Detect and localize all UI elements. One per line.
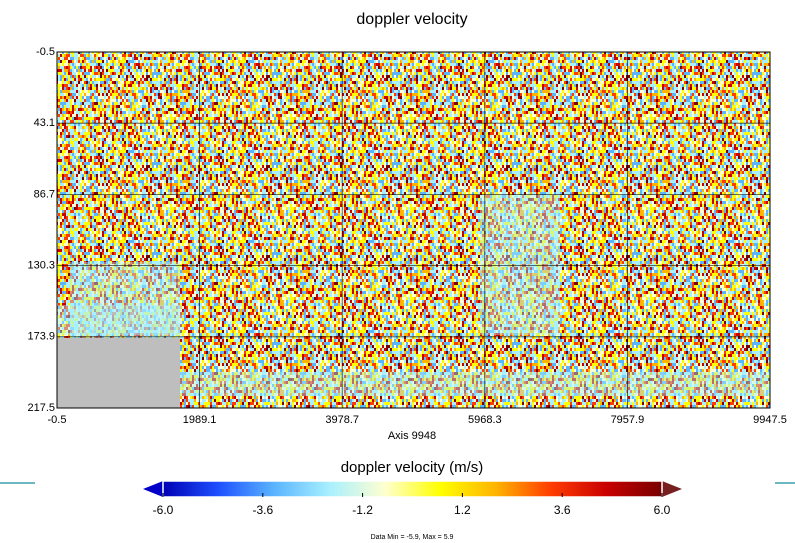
colorbar-tick-label: 1.2 xyxy=(454,503,471,517)
heatmap-feature xyxy=(57,305,182,335)
y-tick-label: 43.1 xyxy=(34,117,55,129)
colorbar-over xyxy=(662,481,682,497)
heatmap-feature xyxy=(480,195,560,335)
y-tick-label: 217.5 xyxy=(27,402,55,414)
data-range-note: Data Min = -5.9, Max = 5.9 xyxy=(371,534,454,541)
y-tick-label: 86.7 xyxy=(34,188,55,200)
x-tick-label: 9947.5 xyxy=(753,414,787,426)
colorbar-tick-label: -1.2 xyxy=(352,503,373,517)
chart-title: doppler velocity xyxy=(356,11,467,28)
x-tick-label: 7957.9 xyxy=(611,414,645,426)
x-tick-label: 1989.1 xyxy=(183,414,217,426)
colorbar xyxy=(162,480,663,498)
x-axis-label: Axis 9948 xyxy=(388,430,436,442)
no-data-region xyxy=(57,338,180,408)
colorbar-title: doppler velocity (m/s) xyxy=(341,459,484,476)
y-tick-label: 130.3 xyxy=(27,260,55,272)
y-tick-label: 173.9 xyxy=(27,331,55,343)
colorbar-tick-label: -3.6 xyxy=(252,503,273,517)
colorbar-tick-label: -6.0 xyxy=(153,503,174,517)
colorbar-tick-label: 3.6 xyxy=(554,503,571,517)
heatmap-feature xyxy=(70,262,180,338)
plot-frame xyxy=(56,51,771,409)
x-tick-label: 5968.3 xyxy=(468,414,502,426)
colorbar-under xyxy=(143,481,163,497)
x-tick-label: -0.5 xyxy=(48,414,67,426)
y-tick-label: -0.5 xyxy=(36,46,55,58)
x-tick-label: 3978.7 xyxy=(325,414,359,426)
colorbar-tick-label: 6.0 xyxy=(654,503,671,517)
